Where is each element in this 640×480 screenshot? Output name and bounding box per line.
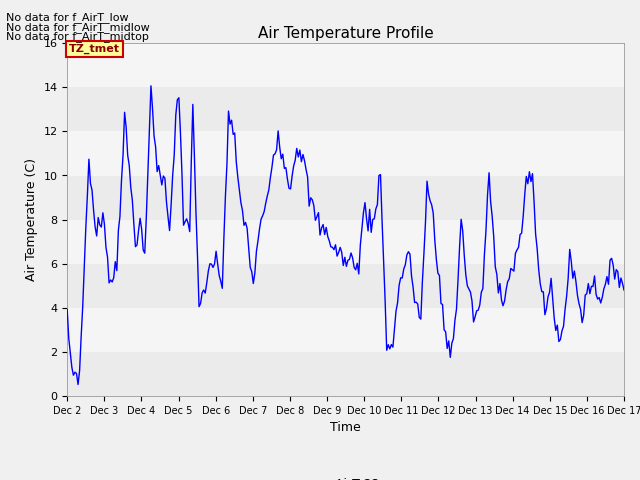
Bar bbox=[67, 43, 624, 87]
Bar bbox=[67, 87, 624, 132]
Bar bbox=[67, 220, 624, 264]
Bar bbox=[67, 264, 624, 308]
Title: Air Temperature Profile: Air Temperature Profile bbox=[258, 25, 433, 41]
Legend: AirT 22m: AirT 22m bbox=[295, 473, 396, 480]
Bar bbox=[67, 176, 624, 220]
Bar bbox=[67, 132, 624, 176]
Text: No data for f_AirT_midtop: No data for f_AirT_midtop bbox=[6, 31, 149, 42]
Text: No data for f_AirT_low: No data for f_AirT_low bbox=[6, 12, 129, 23]
Text: TZ_tmet: TZ_tmet bbox=[69, 44, 120, 54]
Y-axis label: Air Temperature (C): Air Temperature (C) bbox=[25, 158, 38, 281]
X-axis label: Time: Time bbox=[330, 421, 361, 434]
Bar bbox=[67, 308, 624, 352]
Bar bbox=[67, 352, 624, 396]
Text: No data for f_AirT_midlow: No data for f_AirT_midlow bbox=[6, 22, 150, 33]
